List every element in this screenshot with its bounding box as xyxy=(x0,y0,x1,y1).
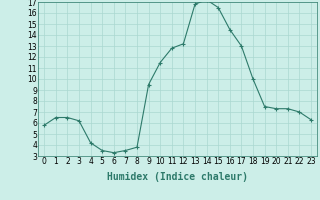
X-axis label: Humidex (Indice chaleur): Humidex (Indice chaleur) xyxy=(107,172,248,182)
